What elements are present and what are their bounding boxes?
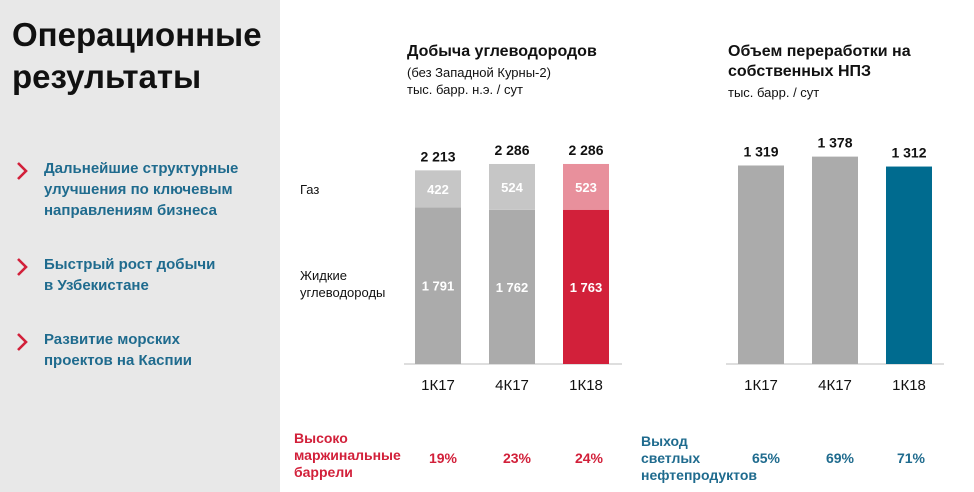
chart2-refining: 1 319 1К17 1 378 4К17 1 312 1К18 <box>726 135 944 394</box>
sidebar-item-label: Быстрый рост добычи в Узбекистане <box>44 256 216 294</box>
value-label: 1 319 <box>743 143 778 159</box>
chevron-right-icon <box>17 258 28 276</box>
chart1-subtitle: (без Западной Курны-2) тыс. барр. н.э. /… <box>407 65 551 97</box>
x-tick-label: 4К17 <box>495 377 529 394</box>
bar-liquids <box>489 209 535 364</box>
sidebar-item-label: Дальнейшие структурные улучшения по ключ… <box>44 160 239 219</box>
chevron-right-icon <box>17 333 28 351</box>
chart2-title: Объем переработки на собственных НПЗ <box>728 43 911 80</box>
chart1-footer-value: 19% <box>428 450 458 466</box>
data-label-liquids: 1 762 <box>496 280 529 295</box>
bar-refining <box>812 156 858 364</box>
x-tick-label: 4К17 <box>818 377 852 394</box>
bar-refining <box>886 166 932 364</box>
chart1-production: 1 791 422 2 213 1К17 1 762 524 2 286 4К17 1 763 5… <box>300 142 622 394</box>
sidebar-item-label: Развитие морских проектов на Каспии <box>44 331 193 369</box>
bar-gas <box>489 163 535 210</box>
data-label-liquids: 1 763 <box>570 280 603 295</box>
chart2-footer-value: 71% <box>896 450 926 466</box>
total-label: 2 213 <box>420 148 455 164</box>
data-label-gas: 524 <box>501 180 523 195</box>
x-tick-label: 1К17 <box>421 377 455 394</box>
data-label-gas: 523 <box>575 180 597 195</box>
chart1-footer-value: 23% <box>502 450 532 466</box>
total-label: 2 286 <box>568 142 603 158</box>
total-label: 2 286 <box>494 142 529 158</box>
bar-gas <box>415 170 461 208</box>
bar-liquids <box>415 207 461 364</box>
data-label-gas: 422 <box>427 182 449 197</box>
chevron-right-icon <box>17 162 28 180</box>
chart2-footer-value: 65% <box>751 450 781 466</box>
sidebar-item-uzbekistan: Быстрый рост добычи в Узбекистане <box>14 254 276 296</box>
chart2-footer-value: 69% <box>825 450 855 466</box>
chart1-footer-value: 24% <box>574 450 604 466</box>
x-tick-label: 1К18 <box>569 377 603 394</box>
sidebar: Операционные результаты Дальнейшие струк… <box>0 0 280 492</box>
bar-refining <box>738 165 784 364</box>
page-title: Операционные результаты <box>12 16 262 95</box>
sidebar-item-structure: Дальнейшие структурные улучшения по ключ… <box>14 158 276 221</box>
bar-liquids <box>563 209 609 364</box>
x-tick-label: 1К18 <box>892 377 926 394</box>
series-label-gas: Газ <box>300 182 319 197</box>
value-label: 1 378 <box>817 135 852 151</box>
bar-gas <box>563 163 609 210</box>
value-label: 1 312 <box>891 145 926 161</box>
sidebar-item-caspian: Развитие морских проектов на Каспии <box>14 329 276 371</box>
x-tick-label: 1К17 <box>744 377 778 394</box>
chart1-footer-label: Высоко маржинальные баррели <box>294 430 401 480</box>
chart2-subtitle: тыс. барр. / сут <box>728 85 820 100</box>
data-label-liquids: 1 791 <box>422 279 455 294</box>
series-label-liquids: Жидкие углеводороды <box>300 268 385 300</box>
chart2-footer-label: Выход светлых нефтепродуктов <box>641 433 758 483</box>
chart1-title: Добыча углеводородов <box>407 43 597 60</box>
